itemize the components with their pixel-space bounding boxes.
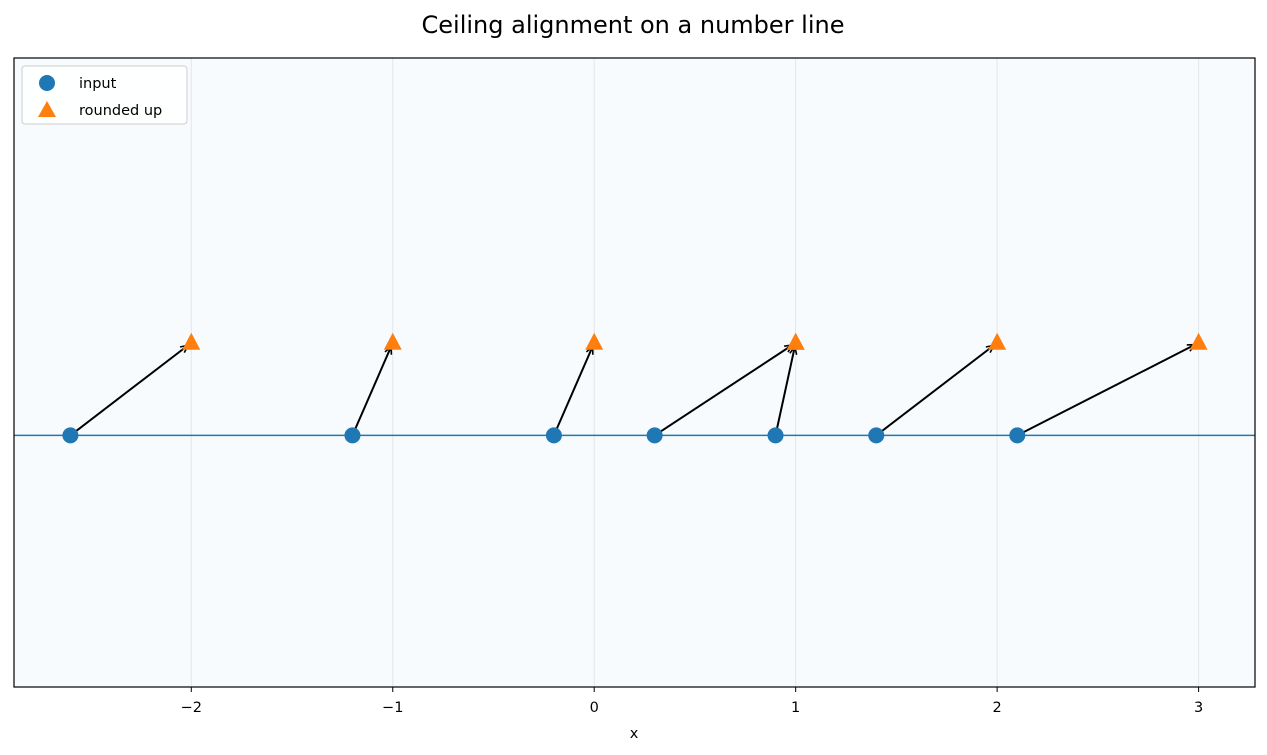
rounded-up-point (383, 332, 402, 350)
x-tick-label: −1 (382, 700, 403, 716)
legend-rounded-up-marker (38, 101, 56, 117)
ceiling-arrow (875, 345, 994, 437)
ceiling-arrow (654, 345, 793, 437)
input-point (344, 427, 361, 444)
markers (62, 332, 1208, 444)
grid (190, 58, 1200, 687)
x-axis-label: x (630, 726, 639, 742)
input-point (62, 427, 79, 444)
input-point (646, 427, 663, 444)
legend: input rounded up (21, 65, 188, 125)
ceiling-arrow (774, 347, 795, 436)
x-tick-label: 2 (993, 700, 1002, 716)
x-tick-label: 3 (1194, 700, 1203, 716)
plot-frame (13, 57, 1256, 688)
arrows (69, 343, 1195, 437)
chart-title: Ceiling alignment on a number line (422, 11, 845, 39)
input-point (545, 427, 562, 444)
plot-area (14, 58, 1255, 687)
x-tick-label: 0 (590, 700, 599, 716)
ceiling-arrow (351, 346, 391, 436)
x-tick-label: 1 (791, 700, 800, 716)
rounded-up-point (182, 332, 201, 350)
legend-box (21, 65, 188, 125)
rounded-up-point (585, 332, 604, 350)
ceiling-arrow (69, 345, 188, 437)
rounded-up-point (988, 332, 1007, 350)
input-point (767, 427, 784, 444)
legend-input-label: input (79, 76, 117, 92)
input-point (1009, 427, 1026, 444)
input-point (868, 427, 885, 444)
rounded-up-point (786, 332, 805, 350)
ceiling-arrow (552, 346, 593, 436)
legend-input-marker (39, 75, 55, 91)
ceiling-arrow (1016, 343, 1195, 437)
x-axis-ticks: −2 −1 0 1 2 3 (181, 687, 1203, 716)
x-tick-label: −2 (181, 700, 202, 716)
legend-rounded-up-label: rounded up (79, 103, 162, 119)
rounded-up-point (1189, 332, 1208, 350)
